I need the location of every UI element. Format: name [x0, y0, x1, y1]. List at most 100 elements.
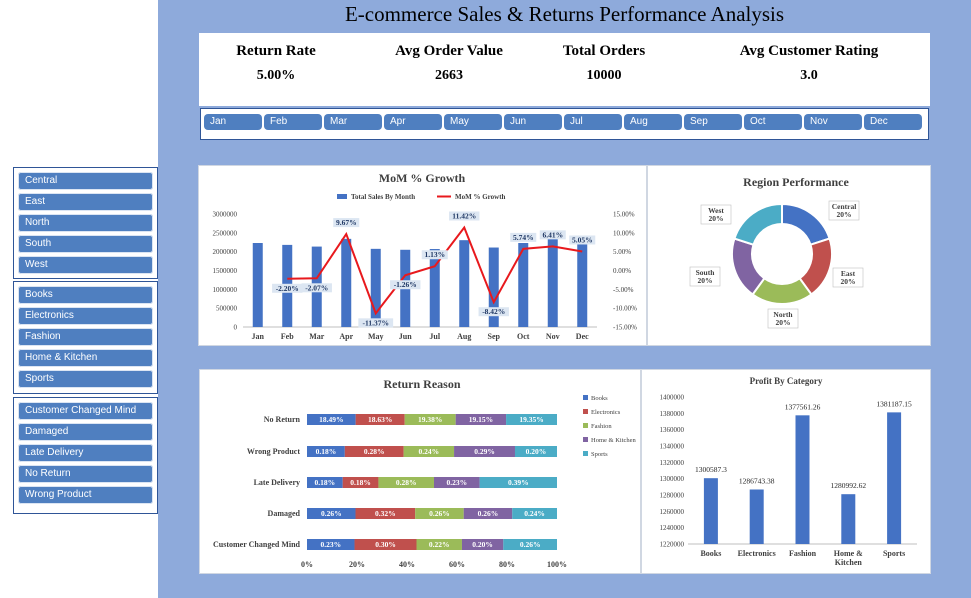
x-tick-label: Jun	[399, 332, 412, 341]
category-label: Customer Changed Mind	[213, 540, 301, 549]
x-tick-label: Jan	[252, 332, 265, 341]
region-slice	[731, 237, 766, 296]
segment-data-label: 18.63%	[368, 415, 392, 424]
growth-data-label: 5.74%	[513, 233, 534, 242]
x-tick-label: 0%	[301, 560, 313, 569]
segment-data-label: 0.18%	[316, 447, 337, 456]
month-button[interactable]: Apr	[384, 114, 442, 130]
reason-button-wrong-product[interactable]: Wrong Product	[18, 486, 153, 504]
reason-button-customer-changed-mind[interactable]: Customer Changed Mind	[18, 402, 153, 420]
legend-label-growth: MoM % Growth	[455, 193, 506, 201]
reason-bar-segment	[454, 446, 515, 457]
slice-label-box	[828, 200, 860, 221]
segment-data-label: 0.26%	[429, 509, 450, 518]
category-label: No Return	[264, 415, 301, 424]
chart-title: MoM % Growth	[379, 171, 466, 185]
region-button-south[interactable]: South	[18, 235, 153, 253]
return-reason-panel: Return Reason No Return 18.49% 18.63% 19.38%…	[199, 369, 641, 574]
growth-data-label: -8.42%	[482, 307, 505, 316]
month-button[interactable]: May	[444, 114, 502, 130]
month-button[interactable]: Mar	[324, 114, 382, 130]
month-button[interactable]: Feb	[264, 114, 322, 130]
y-tick-label: 0	[234, 324, 238, 332]
x-tick-label: Apr	[339, 332, 353, 341]
x-tick-label: 40%	[399, 560, 415, 569]
x-tick-label: Books	[700, 549, 721, 558]
region-performance-chart: Region PerformanceCentral20%East20%North…	[689, 175, 864, 329]
reason-bar-segment	[512, 508, 557, 519]
month-button[interactable]: Aug	[624, 114, 682, 130]
month-button[interactable]: Dec	[864, 114, 922, 130]
y2-tick-label: 10.00%	[613, 229, 635, 237]
x-tick-label: Oct	[517, 332, 530, 341]
segment-data-label: 0.23%	[320, 540, 341, 549]
slice-label-name: West	[708, 206, 724, 215]
legend-swatch	[583, 451, 588, 456]
slice-label-value: 20%	[776, 318, 791, 327]
growth-label-bg	[272, 283, 303, 293]
month-button[interactable]: Oct	[744, 114, 802, 130]
page-title: E-commerce Sales & Returns Performance A…	[344, 2, 785, 26]
reason-button-late-delivery[interactable]: Late Delivery	[18, 444, 153, 462]
category-button-fashion[interactable]: Fashion	[18, 328, 153, 346]
y2-tick-label: -5.00%	[613, 286, 634, 294]
y-tick-label: 1360000	[660, 426, 685, 434]
x-tick-label: Kitchen	[835, 558, 863, 567]
growth-line	[287, 225, 583, 316]
region-button-central[interactable]: Central	[18, 172, 153, 190]
segment-data-label: 0.26%	[520, 540, 541, 549]
sales-bar	[429, 249, 440, 327]
growth-data-label: -2.07%	[305, 283, 328, 292]
month-button[interactable]: Jul	[564, 114, 622, 130]
growth-label-bg	[390, 280, 421, 290]
legend-label: Sports	[591, 451, 608, 458]
reason-bar-segment	[344, 446, 404, 457]
growth-label-bg	[449, 211, 480, 221]
month-button[interactable]: Jun	[504, 114, 562, 130]
kpi-value: 3.0	[800, 68, 818, 83]
region-button-east[interactable]: East	[18, 193, 153, 211]
kpi-label: Avg Customer Rating	[739, 43, 879, 59]
y-tick-label: 1220000	[660, 541, 685, 549]
reason-button-damaged[interactable]: Damaged	[18, 423, 153, 441]
growth-label-bg	[358, 318, 394, 328]
month-button[interactable]: Jan	[204, 114, 262, 130]
month-button[interactable]: Sep	[684, 114, 742, 130]
sales-bar	[459, 240, 470, 327]
slice-label-name: North	[773, 310, 793, 319]
return-reason-chart: Return Reason No Return 18.49% 18.63% 19.38%…	[213, 377, 637, 569]
category-button-home-kitchen[interactable]: Home & Kitchen	[18, 349, 153, 367]
kpi-value: 10000	[586, 68, 622, 83]
x-tick-label: Aug	[457, 332, 471, 341]
category-button-books[interactable]: Books	[18, 286, 153, 304]
category-button-electronics[interactable]: Electronics	[18, 307, 153, 325]
y-tick-label: 1380000	[660, 410, 685, 418]
y-tick-label: 1500000	[213, 267, 238, 275]
sales-bar	[547, 237, 558, 327]
month-button[interactable]: Nov	[804, 114, 862, 130]
category-button-sports[interactable]: Sports	[18, 370, 153, 388]
y-tick-label: 1320000	[660, 459, 685, 467]
growth-label-bg	[539, 230, 566, 240]
kpi-total-orders: Total Orders 10000	[554, 43, 654, 84]
category-label: Wrong Product	[247, 447, 300, 456]
reason-bar-segment	[307, 508, 356, 519]
sales-bar	[341, 238, 352, 327]
reason-bar-segment	[307, 539, 355, 550]
y-tick-label: 2500000	[213, 229, 238, 237]
chart-title: Return Reason	[384, 377, 461, 391]
reason-button-no-return[interactable]: No Return	[18, 465, 153, 483]
slice-label-box	[689, 266, 721, 287]
reason-bar-segment	[403, 446, 455, 457]
slice-label-box	[832, 267, 864, 288]
sales-bar	[370, 248, 381, 327]
segment-data-label: 19.35%	[519, 415, 543, 424]
region-button-north[interactable]: North	[18, 214, 153, 232]
profit-panel: Profit By Category 1220000 1240000 1260000 1…	[641, 369, 931, 574]
reason-bar-segment	[378, 477, 434, 488]
category-slicer: Books Electronics Fashion Home & Kitchen…	[13, 281, 158, 394]
segment-data-label: 19.15%	[469, 415, 493, 424]
segment-data-label: 0.24%	[524, 509, 545, 518]
region-button-west[interactable]: West	[18, 256, 153, 274]
region-panel: Region Performance Central 20% East 20% North…	[647, 165, 931, 346]
